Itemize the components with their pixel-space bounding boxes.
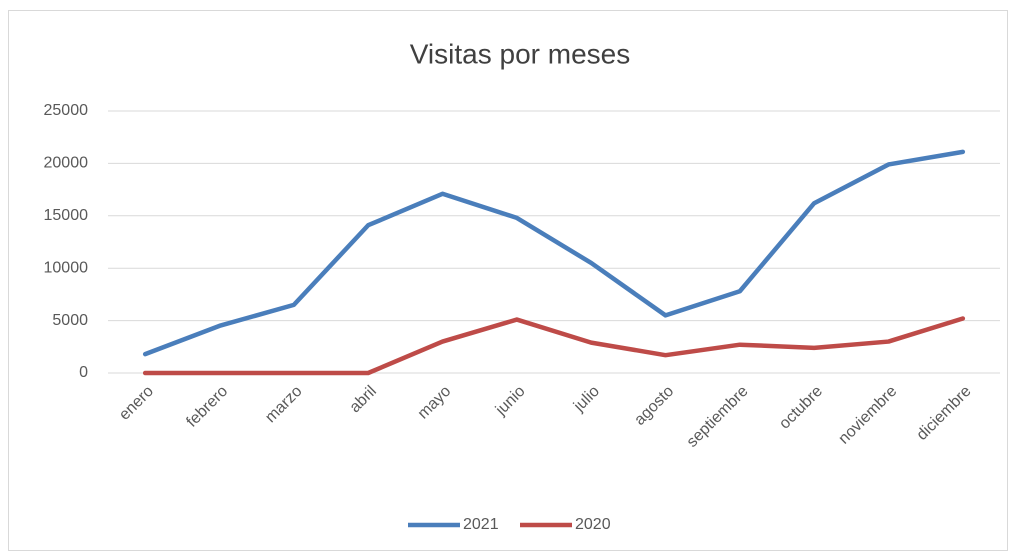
y-tick-label: 25000 bbox=[44, 102, 89, 119]
legend-label: 2020 bbox=[575, 516, 611, 533]
series-line bbox=[142, 149, 966, 357]
y-tick-label: 10000 bbox=[44, 259, 89, 276]
y-tick-label: 0 bbox=[79, 364, 88, 381]
chart-border bbox=[8, 10, 1008, 551]
series-line bbox=[142, 316, 966, 376]
y-tick-label: 20000 bbox=[44, 155, 89, 172]
chart-title: Visitas por meses bbox=[410, 38, 630, 69]
legend-label: 2021 bbox=[463, 516, 499, 533]
y-tick-label: 5000 bbox=[52, 312, 88, 329]
y-tick-label: 15000 bbox=[44, 207, 89, 224]
